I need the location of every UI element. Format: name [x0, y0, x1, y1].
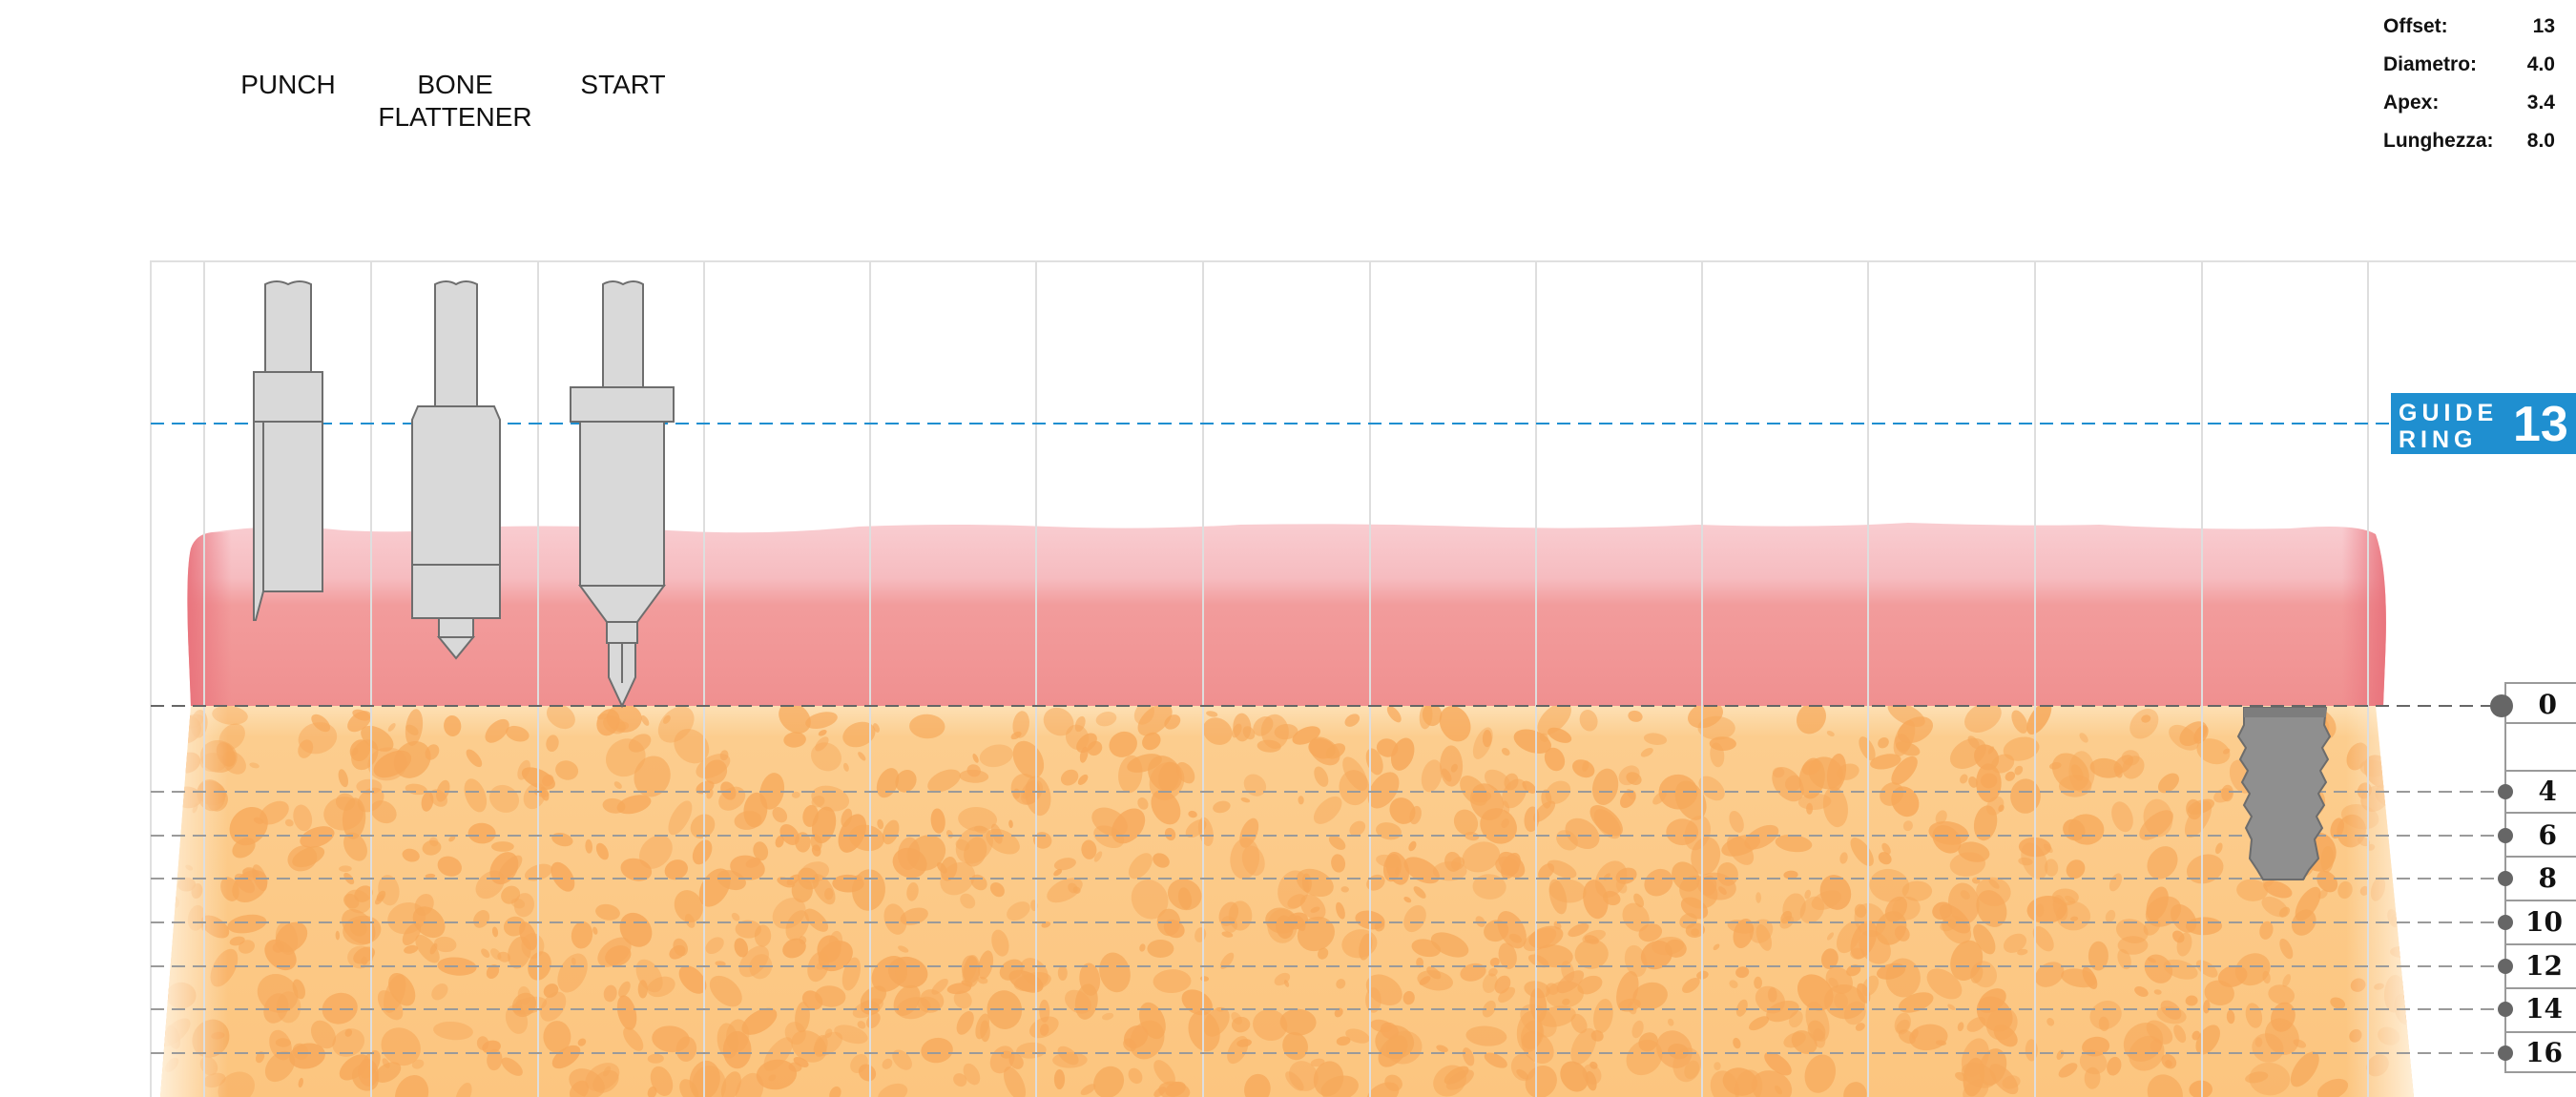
grid-lines: [203, 261, 2369, 1097]
depth-marker: [2498, 871, 2513, 886]
depth-label: 16: [2525, 1037, 2563, 1068]
guide-ring-badge: GUIDE RING 13: [2391, 393, 2576, 454]
start-drill-icon[interactable]: [570, 280, 675, 709]
guide-ring-background: [2391, 393, 2576, 454]
tool-label-bone-flattener[interactable]: BONE FLATTENER: [378, 70, 532, 132]
guide-ring-line2: RING: [2399, 426, 2478, 453]
depth-marker: [2498, 1002, 2513, 1017]
info-row-offset: Offset: 13: [2383, 11, 2555, 50]
depth-marker: [2498, 915, 2513, 930]
info-value: 3.4: [2526, 92, 2555, 114]
info-label: Offset:: [2383, 15, 2448, 37]
depth-label: 6: [2539, 819, 2557, 851]
depth-scale: 0 4 6 8 10 12 14 16: [2490, 682, 2576, 1073]
info-value: 4.0: [2526, 53, 2555, 75]
punch-tool-icon[interactable]: [253, 280, 323, 621]
info-label: Lunghezza:: [2383, 130, 2494, 152]
depth-label: 14: [2525, 993, 2563, 1025]
diagram-frame: [150, 260, 2576, 1097]
depth-lines: [151, 705, 2505, 1054]
tool-label-start[interactable]: START: [580, 70, 666, 99]
info-row-apex: Apex: 3.4: [2383, 88, 2555, 126]
info-label: Apex:: [2383, 92, 2440, 114]
info-row-length: Lunghezza: 8.0: [2383, 126, 2555, 164]
depth-label: 8: [2539, 862, 2557, 894]
guide-ring-line1: GUIDE: [2399, 400, 2498, 426]
info-label: Diametro:: [2383, 53, 2478, 75]
depth-label: 0: [2539, 689, 2557, 720]
depth-marker: [2498, 828, 2513, 843]
implant-body: [2236, 707, 2332, 880]
depth-marker: [2498, 1045, 2513, 1061]
implant-info-panel: Offset: 13 Diametro: 4.0 Apex: 3.4 Lunghezz…: [2383, 11, 2555, 164]
depth-label: 10: [2525, 906, 2563, 938]
depth-label: 4: [2539, 776, 2557, 807]
bone-flattener-tool-icon[interactable]: [411, 280, 501, 660]
info-row-diameter: Diametro: 4.0: [2383, 50, 2555, 88]
depth-marker: [2498, 959, 2513, 974]
info-value: 8.0: [2526, 130, 2555, 152]
depth-marker: [2498, 784, 2513, 799]
depth-marker: [2490, 694, 2513, 717]
depth-label: 12: [2525, 950, 2563, 982]
info-value: 13: [2532, 15, 2555, 37]
implant-icon: [2236, 707, 2332, 880]
guide-ring-number: 13: [2513, 397, 2568, 452]
tool-label-punch[interactable]: PUNCH: [240, 70, 336, 99]
